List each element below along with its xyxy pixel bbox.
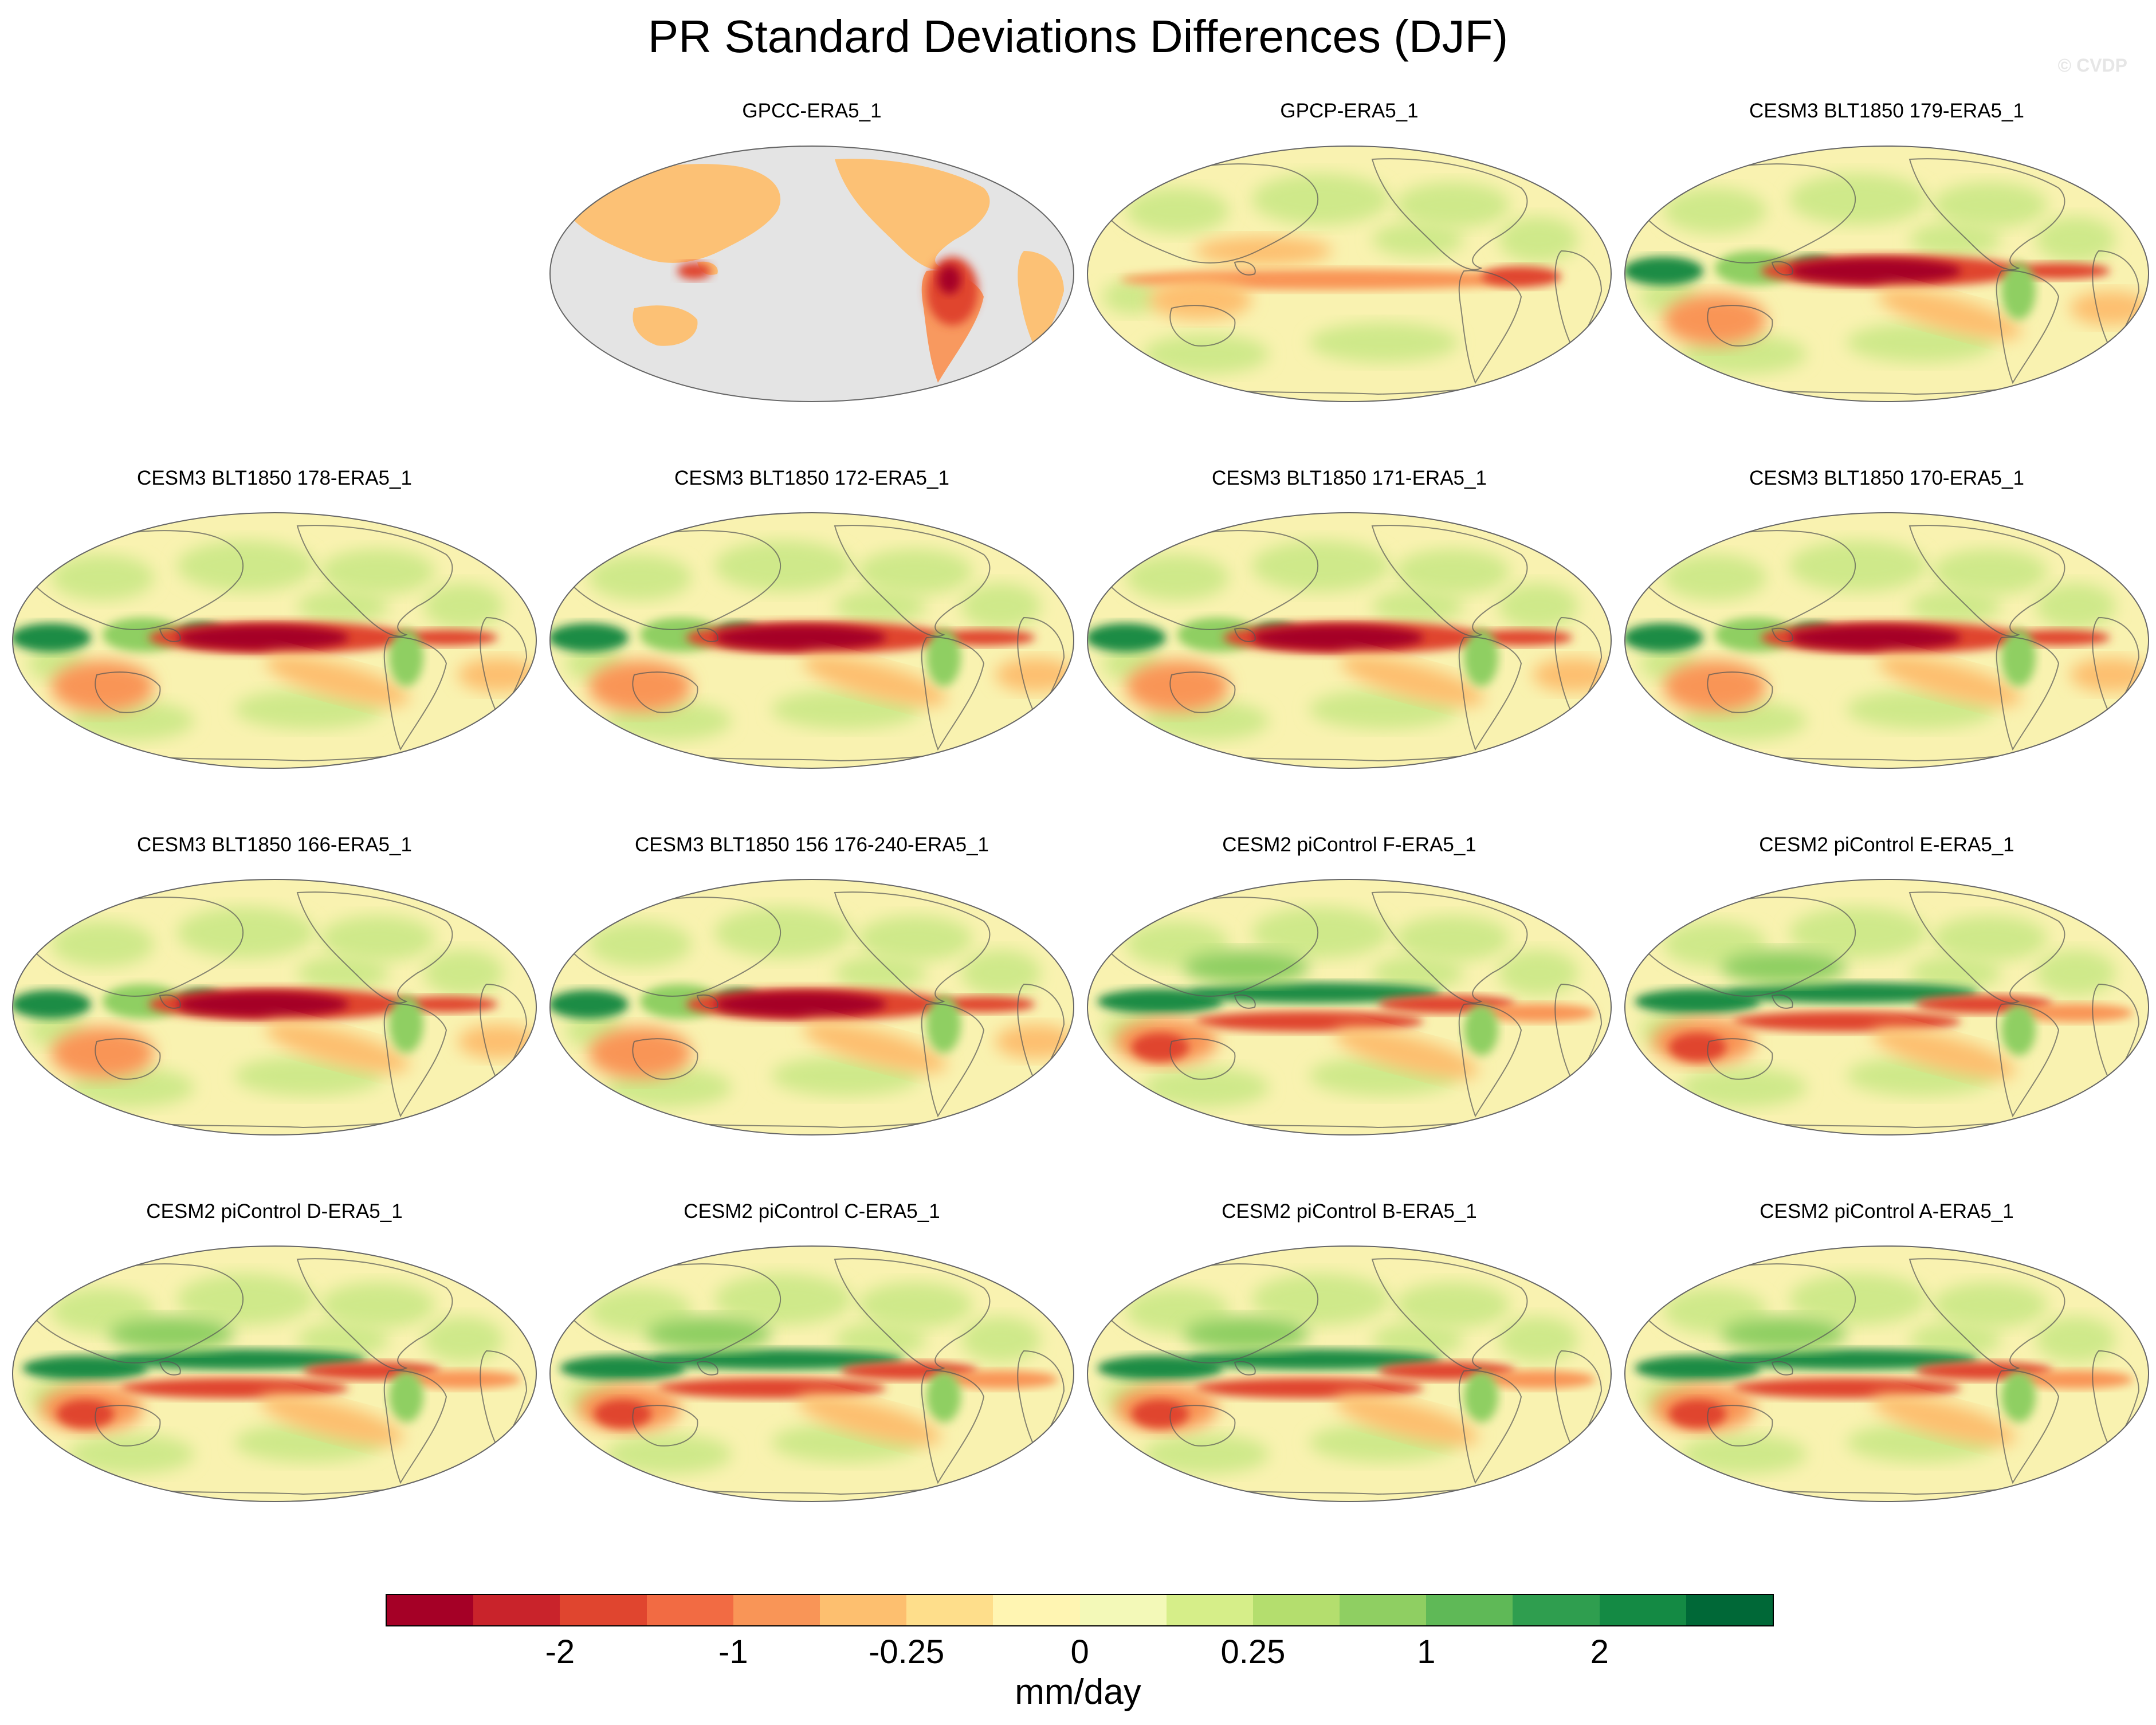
colorbar-box xyxy=(1513,1595,1600,1625)
map-panel: CESM2 piControl A-ERA5_1 xyxy=(1624,1200,2149,1502)
panel-title: CESM3 BLT1850 179-ERA5_1 xyxy=(1749,100,2024,122)
map-panel: CESM3 BLT1850 172-ERA5_1 xyxy=(549,467,1074,769)
map-outline xyxy=(549,879,1074,1135)
colorbar-box xyxy=(1252,1595,1340,1625)
panel-title: CESM2 piControl A-ERA5_1 xyxy=(1760,1200,2014,1223)
map-field xyxy=(13,1246,536,1502)
colorbar-box xyxy=(1079,1595,1167,1625)
map-outline xyxy=(1087,879,1612,1135)
map-panel: CESM2 piControl B-ERA5_1 xyxy=(1087,1200,1612,1502)
colorbar-box xyxy=(1686,1595,1773,1625)
map-field xyxy=(550,513,1074,768)
panel-title: CESM3 BLT1850 171-ERA5_1 xyxy=(1212,467,1487,489)
panel-title: CESM3 BLT1850 156 176-240-ERA5_1 xyxy=(635,834,989,856)
map-panel: CESM3 BLT1850 171-ERA5_1 xyxy=(1087,467,1612,769)
map-panel: CESM3 BLT1850 166-ERA5_1 xyxy=(12,834,537,1135)
colorbar-box xyxy=(1166,1595,1253,1625)
colorbar-box xyxy=(1426,1595,1513,1625)
map-field xyxy=(1087,879,1611,1135)
map-outline xyxy=(1624,512,2149,769)
colorbar-box xyxy=(1599,1595,1686,1625)
colorbar-tick-label: 0.25 xyxy=(1220,1633,1286,1671)
panel-title: CESM3 BLT1850 172-ERA5_1 xyxy=(674,467,949,489)
panel-title: GPCC-ERA5_1 xyxy=(742,100,881,122)
colorbar-tick-label: -2 xyxy=(545,1633,575,1671)
colorbar-box xyxy=(387,1595,474,1625)
map-field xyxy=(550,879,1074,1135)
map-outline xyxy=(1624,1245,2149,1502)
map-panel: CESM2 piControl C-ERA5_1 xyxy=(549,1200,1074,1502)
map-outline xyxy=(1087,1245,1612,1502)
panel-title: GPCP-ERA5_1 xyxy=(1280,100,1418,122)
figure-title: PR Standard Deviations Differences (DJF) xyxy=(647,11,1509,62)
colorbar-box xyxy=(646,1595,733,1625)
map-field xyxy=(13,513,536,768)
map-field xyxy=(1625,1246,2149,1502)
map-outline xyxy=(1087,512,1612,769)
map-field xyxy=(550,146,1074,402)
map-field xyxy=(1087,1246,1611,1502)
colorbar-tick-label: 1 xyxy=(1417,1633,1436,1671)
cvdp-watermark: © CVDP xyxy=(2057,55,2127,76)
map-panel: CESM2 piControl F-ERA5_1 xyxy=(1087,834,1612,1135)
map-panel: CESM3 BLT1850 170-ERA5_1 xyxy=(1624,467,2149,769)
colorbar-box xyxy=(1340,1595,1427,1625)
map-panel: CESM2 piControl D-ERA5_1 xyxy=(12,1200,537,1502)
colorbar-box xyxy=(560,1595,647,1625)
panel-title: CESM2 piControl C-ERA5_1 xyxy=(684,1200,940,1223)
map-field xyxy=(13,879,536,1135)
colorbar xyxy=(386,1594,1774,1626)
map-panel: CESM3 BLT1850 179-ERA5_1 xyxy=(1624,100,2149,402)
colorbar-units-label: mm/day xyxy=(1015,1672,1141,1712)
map-outline xyxy=(1624,146,2149,402)
map-field xyxy=(1087,513,1611,768)
map-outline xyxy=(12,1245,537,1502)
colorbar-box xyxy=(819,1595,907,1625)
colorbar-box xyxy=(906,1595,993,1625)
map-panel: CESM3 BLT1850 156 176-240-ERA5_1 xyxy=(549,834,1074,1135)
colorbar-tick-label: -0.25 xyxy=(869,1633,945,1671)
panel-title: CESM3 BLT1850 170-ERA5_1 xyxy=(1749,467,2024,489)
map-panel: GPCP-ERA5_1 xyxy=(1087,100,1612,402)
map-field xyxy=(550,1246,1074,1502)
map-outline xyxy=(549,1245,1074,1502)
map-outline xyxy=(549,146,1074,402)
map-field xyxy=(1625,879,2149,1135)
panel-title: CESM2 piControl B-ERA5_1 xyxy=(1222,1200,1476,1223)
map-outline xyxy=(1087,146,1612,402)
panel-title: CESM2 piControl D-ERA5_1 xyxy=(146,1200,402,1223)
panel-title: CESM3 BLT1850 166-ERA5_1 xyxy=(137,834,412,856)
map-field xyxy=(1625,146,2149,402)
colorbar-tick-label: 0 xyxy=(1070,1633,1089,1671)
colorbar-box xyxy=(993,1595,1080,1625)
map-panels: GPCC-ERA5_1 GPCP-ERA5_1 CESM3 BLT1850 179-… xyxy=(12,100,2149,1502)
panel-title: CESM2 piControl E-ERA5_1 xyxy=(1759,834,2014,856)
panel-title: CESM2 piControl F-ERA5_1 xyxy=(1222,834,1476,856)
colorbar-tick-label: 2 xyxy=(1590,1633,1609,1671)
map-outline xyxy=(12,879,537,1135)
colorbar-box xyxy=(473,1595,560,1625)
map-outline xyxy=(12,512,537,769)
map-outline xyxy=(1624,879,2149,1135)
map-field xyxy=(1625,513,2149,768)
map-panel: CESM3 BLT1850 178-ERA5_1 xyxy=(12,467,537,769)
map-outline xyxy=(549,512,1074,769)
map-field xyxy=(1087,146,1611,402)
colorbar-box xyxy=(733,1595,820,1625)
colorbar-tick-label: -1 xyxy=(718,1633,748,1671)
panel-title: CESM3 BLT1850 178-ERA5_1 xyxy=(137,467,412,489)
map-panel: GPCC-ERA5_1 xyxy=(549,100,1074,402)
map-panel: CESM2 piControl E-ERA5_1 xyxy=(1624,834,2149,1135)
